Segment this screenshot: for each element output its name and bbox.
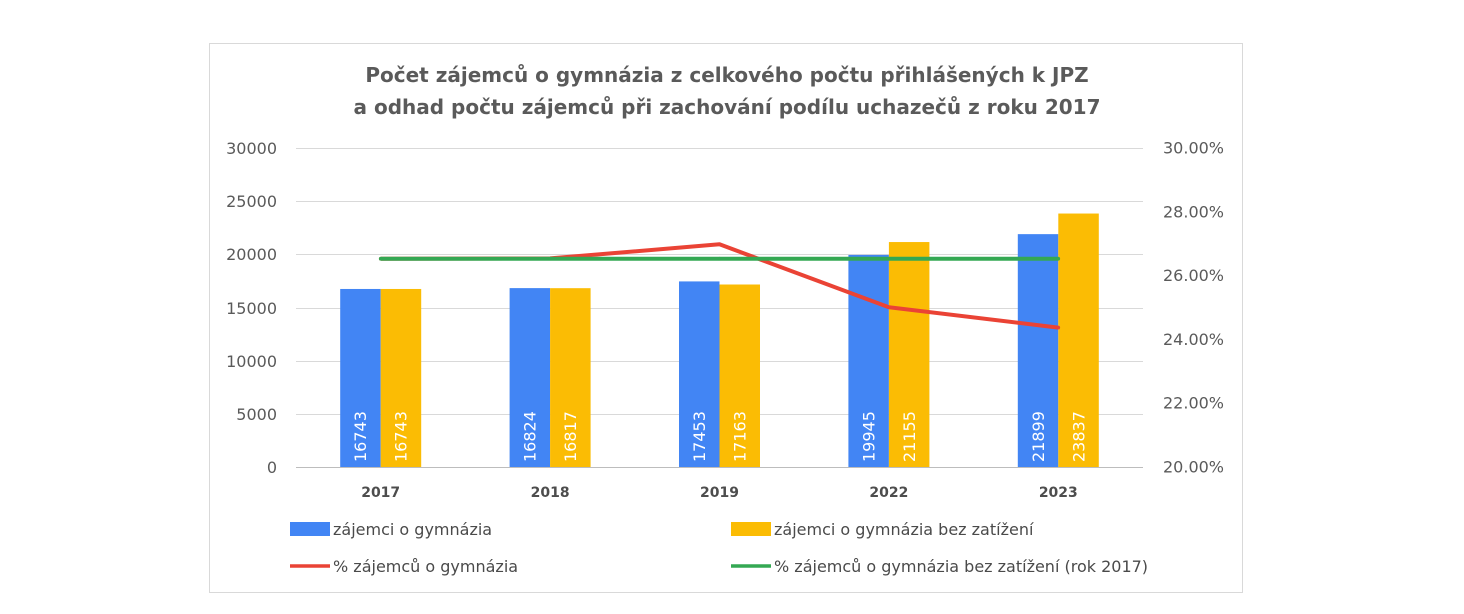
chart-title-line-2: a odhad počtu zájemců při zachování podí… <box>354 95 1101 119</box>
bar-zajemci-bez-zatizeni-2023 <box>1058 213 1099 467</box>
point-pct-bez-zatizeni-2017-2022 <box>887 256 891 261</box>
data-label-zajemci-o-gymnazia-2018: 16824 <box>521 411 540 462</box>
left-axis-tick-label: 5000 <box>236 405 277 424</box>
x-axis-tick-label: 2019 <box>700 485 739 501</box>
data-label-zajemci-o-gymnazia-2022: 19945 <box>859 411 878 462</box>
point-pct-zajemcu-2022 <box>887 305 891 309</box>
left-axis-tick-label: 10000 <box>226 352 277 371</box>
x-axis-tick-label: 2022 <box>869 485 908 501</box>
point-pct-zajemcu-2019 <box>717 242 722 247</box>
chart-title-line-1: Počet zájemců o gymnázia z celkového poč… <box>365 63 1088 87</box>
left-axis-tick-label: 30000 <box>226 139 277 158</box>
legend-swatch-zajemci-bez-zatizeni <box>731 522 771 536</box>
point-pct-bez-zatizeni-2017-2019 <box>717 256 722 261</box>
left-axis-tick-label: 25000 <box>226 192 277 211</box>
bar-zajemci-bez-zatizeni-2019 <box>719 284 760 467</box>
left-axis: 0 5000 10000 15000 20000 25000 30000 <box>226 139 277 477</box>
x-axis-tick-label: 2018 <box>531 485 570 501</box>
legend-label-pct-bez-zatizeni-2017: % zájemců o gymnázia bez zatížení (rok 2… <box>774 557 1148 576</box>
data-label-zajemci-o-gymnazia-2023: 21899 <box>1029 411 1048 462</box>
right-axis-tick-label: 24.00% <box>1163 330 1224 349</box>
bar-zajemci-o-gymnazia-2019 <box>679 281 720 467</box>
bar-zajemci-o-gymnazia-2023 <box>1017 234 1059 467</box>
point-pct-zajemcu-2023 <box>1056 325 1061 330</box>
line-series <box>378 242 1061 330</box>
data-label-zajemci-bez-zatizeni-2019: 17163 <box>731 411 750 462</box>
bar-zajemci-bez-zatizeni-2022 <box>888 242 930 467</box>
x-axis-tick-label: 2023 <box>1039 485 1078 501</box>
data-label-zajemci-bez-zatizeni-2023: 23837 <box>1069 411 1088 462</box>
legend-label-zajemci-o-gymnazia: zájemci o gymnázia <box>333 520 492 539</box>
bar-value-labels: 16743 16824 17453 19945 21899 16743 16817 17163… <box>351 411 1088 462</box>
data-label-zajemci-o-gymnazia-2017: 16743 <box>351 411 370 462</box>
right-axis-tick-label: 20.00% <box>1163 458 1224 477</box>
right-axis-tick-label: 30.00% <box>1163 139 1224 158</box>
legend-label-pct-zajemcu: % zájemců o gymnázia <box>333 557 518 576</box>
legend-label-zajemci-bez-zatizeni: zájemci o gymnázia bez zatížení <box>774 520 1034 539</box>
right-axis-tick-label: 22.00% <box>1163 394 1224 413</box>
data-label-zajemci-bez-zatizeni-2017: 16743 <box>392 411 411 462</box>
point-pct-bez-zatizeni-2017-2018 <box>548 256 552 261</box>
x-axis: 2017 2018 2019 2022 2023 <box>361 485 1078 501</box>
bar-zajemci-bez-zatizeni-2017 <box>380 288 422 467</box>
data-label-zajemci-bez-zatizeni-2018: 16817 <box>561 411 580 462</box>
point-pct-bez-zatizeni-2017-2023 <box>1056 256 1061 261</box>
right-axis: 20.00% 22.00% 24.00% 26.00% 28.00% 30.00% <box>1163 139 1224 477</box>
left-axis-tick-label: 0 <box>267 458 277 477</box>
data-label-zajemci-bez-zatizeni-2022: 21155 <box>900 411 919 462</box>
bar-zajemci-o-gymnazia-2017 <box>340 288 381 467</box>
legend-swatch-zajemci-o-gymnazia <box>290 522 330 536</box>
left-axis-tick-label: 20000 <box>226 245 277 264</box>
data-label-zajemci-o-gymnazia-2019: 17453 <box>690 411 709 462</box>
bar-zajemci-o-gymnazia-2022 <box>848 254 889 467</box>
right-axis-tick-label: 28.00% <box>1163 202 1224 221</box>
gridlines <box>296 148 1143 468</box>
bar-zajemci-o-gymnazia-2018 <box>509 288 551 467</box>
bar-series <box>340 213 1099 467</box>
right-axis-tick-label: 26.00% <box>1163 266 1224 285</box>
left-axis-tick-label: 15000 <box>226 299 277 318</box>
bar-zajemci-bez-zatizeni-2018 <box>550 288 591 467</box>
x-axis-tick-label: 2017 <box>361 485 400 501</box>
legend: zájemci o gymnázia zájemci o gymnázia bez… <box>290 520 1148 576</box>
point-pct-bez-zatizeni-2017-2017 <box>378 256 383 261</box>
